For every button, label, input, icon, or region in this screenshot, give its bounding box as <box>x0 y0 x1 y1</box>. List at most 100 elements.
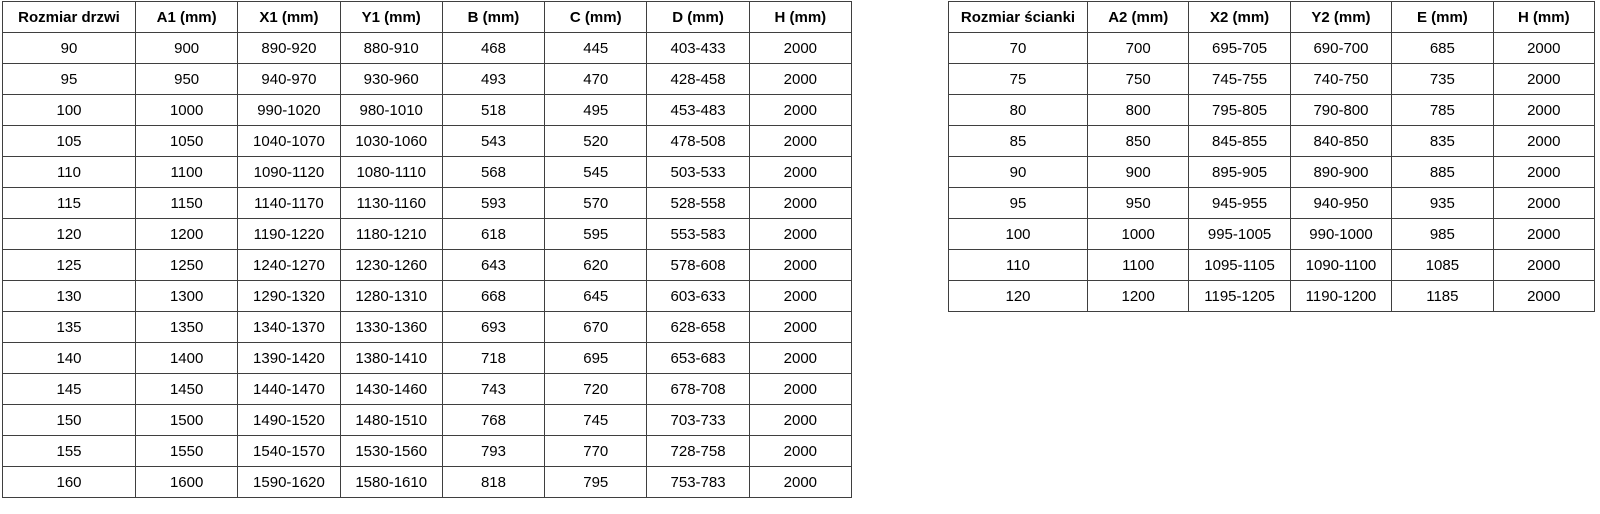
header-row: Rozmiar drzwi A1 (mm) X1 (mm) Y1 (mm) B (mm)… <box>2 1 853 33</box>
table-cell: 120 <box>948 280 1088 312</box>
table-cell: 150 <box>2 404 136 436</box>
table-cell: 453-483 <box>646 94 750 126</box>
table-cell: 1190-1220 <box>237 218 341 250</box>
table-cell: 1450 <box>134 373 239 405</box>
table-row: 105 1050 1040-1070 1030-1060 543 520 478-508 20… <box>2 125 853 157</box>
table-row: 145 1450 1440-1470 1430-1460 743 720 678-708 20… <box>2 373 853 405</box>
table-cell: 85 <box>948 125 1088 157</box>
table-cell: 493 <box>441 63 546 95</box>
table-cell: 740-750 <box>1289 63 1393 95</box>
table-cell: 403-433 <box>646 32 750 64</box>
table-cell: 2000 <box>748 187 853 219</box>
table-cell: 145 <box>2 373 136 405</box>
table-cell: 2000 <box>1492 218 1596 250</box>
table-cell: 80 <box>948 94 1088 126</box>
table-cell: 1490-1520 <box>237 404 341 436</box>
table-cell: 850 <box>1086 125 1190 157</box>
table-row: 120 1200 1195-1205 1190-1200 1185 2000 <box>948 280 1596 312</box>
table-cell: 2000 <box>748 280 853 312</box>
table-cell: 1050 <box>134 125 239 157</box>
table-cell: 478-508 <box>646 125 750 157</box>
table-row: 160 1600 1590-1620 1580-1610 818 795 753-783 20… <box>2 466 853 498</box>
table-cell: 1250 <box>134 249 239 281</box>
table-cell: 160 <box>2 466 136 498</box>
table-row: 135 1350 1340-1370 1330-1360 693 670 628-658 20… <box>2 311 853 343</box>
table-cell: 990-1020 <box>237 94 341 126</box>
table-cell: 945-955 <box>1188 187 1291 219</box>
table-cell: 2000 <box>1492 32 1596 64</box>
table-cell: 618 <box>441 218 546 250</box>
table-cell: 930-960 <box>339 63 443 95</box>
table-cell: 1200 <box>1086 280 1190 312</box>
table-row: 100 1000 995-1005 990-1000 985 2000 <box>948 218 1596 250</box>
table-cell: 995-1005 <box>1188 218 1291 250</box>
table-cell: 1390-1420 <box>237 342 341 374</box>
table-cell: 728-758 <box>646 435 750 467</box>
column-header: C (mm) <box>544 1 648 33</box>
table-cell: 795 <box>544 466 648 498</box>
table-row: 100 1000 990-1020 980-1010 518 495 453-483 2000 <box>2 94 853 126</box>
table-cell: 2000 <box>748 373 853 405</box>
table-cell: 745-755 <box>1188 63 1291 95</box>
table-cell: 800 <box>1086 94 1190 126</box>
table-cell: 595 <box>544 218 648 250</box>
table-cell: 695-705 <box>1188 32 1291 64</box>
table-cell: 593 <box>441 187 546 219</box>
table-cell: 1140-1170 <box>237 187 341 219</box>
column-header: Y2 (mm) <box>1289 1 1393 33</box>
table-cell: 100 <box>948 218 1088 250</box>
table-cell: 1100 <box>134 156 239 188</box>
table-cell: 1330-1360 <box>339 311 443 343</box>
table-cell: 135 <box>2 311 136 343</box>
table-cell: 110 <box>948 249 1088 281</box>
table-row: 120 1200 1190-1220 1180-1210 618 595 553-583 20… <box>2 218 853 250</box>
table-cell: 1185 <box>1391 280 1494 312</box>
table-cell: 1300 <box>134 280 239 312</box>
column-header: Rozmiar drzwi <box>2 1 136 33</box>
table-cell: 940-970 <box>237 63 341 95</box>
table-cell: 700 <box>1086 32 1190 64</box>
table-cell: 75 <box>948 63 1088 95</box>
table-row: 95 950 945-955 940-950 935 2000 <box>948 187 1596 219</box>
table-cell: 840-850 <box>1289 125 1393 157</box>
table-cell: 1195-1205 <box>1188 280 1291 312</box>
table-cell: 2000 <box>1492 156 1596 188</box>
table-row: 80 800 795-805 790-800 785 2000 <box>948 94 1596 126</box>
table-cell: 470 <box>544 63 648 95</box>
column-header: A2 (mm) <box>1086 1 1190 33</box>
table-cell: 900 <box>1086 156 1190 188</box>
table-cell: 1230-1260 <box>339 249 443 281</box>
table-cell: 1440-1470 <box>237 373 341 405</box>
table-cell: 985 <box>1391 218 1494 250</box>
table-cell: 620 <box>544 249 648 281</box>
table-cell: 785 <box>1391 94 1494 126</box>
column-header: A1 (mm) <box>134 1 239 33</box>
table-cell: 1080-1110 <box>339 156 443 188</box>
table-cell: 125 <box>2 249 136 281</box>
table-row: 155 1550 1540-1570 1530-1560 793 770 728-758 20… <box>2 435 853 467</box>
table-row: 125 1250 1240-1270 1230-1260 643 620 578-608 20… <box>2 249 853 281</box>
table-cell: 890-900 <box>1289 156 1393 188</box>
table-cell: 2000 <box>748 311 853 343</box>
table-cell: 495 <box>544 94 648 126</box>
table-cell: 2000 <box>748 125 853 157</box>
table-cell: 95 <box>2 63 136 95</box>
table-cell: 1090-1120 <box>237 156 341 188</box>
table-cell: 793 <box>441 435 546 467</box>
table-cell: 718 <box>441 342 546 374</box>
header-row: Rozmiar ścianki A2 (mm) X2 (mm) Y2 (mm) E (m… <box>948 1 1596 33</box>
table-cell: 1090-1100 <box>1289 249 1393 281</box>
table-cell: 545 <box>544 156 648 188</box>
table-cell: 468 <box>441 32 546 64</box>
table-cell: 1400 <box>134 342 239 374</box>
column-header: D (mm) <box>646 1 750 33</box>
table-cell: 940-950 <box>1289 187 1393 219</box>
table-cell: 770 <box>544 435 648 467</box>
door-sizes-table: Rozmiar drzwi A1 (mm) X1 (mm) Y1 (mm) B (mm)… <box>2 1 853 498</box>
table-cell: 2000 <box>1492 187 1596 219</box>
table-cell: 720 <box>544 373 648 405</box>
table-row: 115 1150 1140-1170 1130-1160 593 570 528-558 20… <box>2 187 853 219</box>
table-cell: 653-683 <box>646 342 750 374</box>
table-cell: 1150 <box>134 187 239 219</box>
table-row: 150 1500 1490-1520 1480-1510 768 745 703-733 20… <box>2 404 853 436</box>
